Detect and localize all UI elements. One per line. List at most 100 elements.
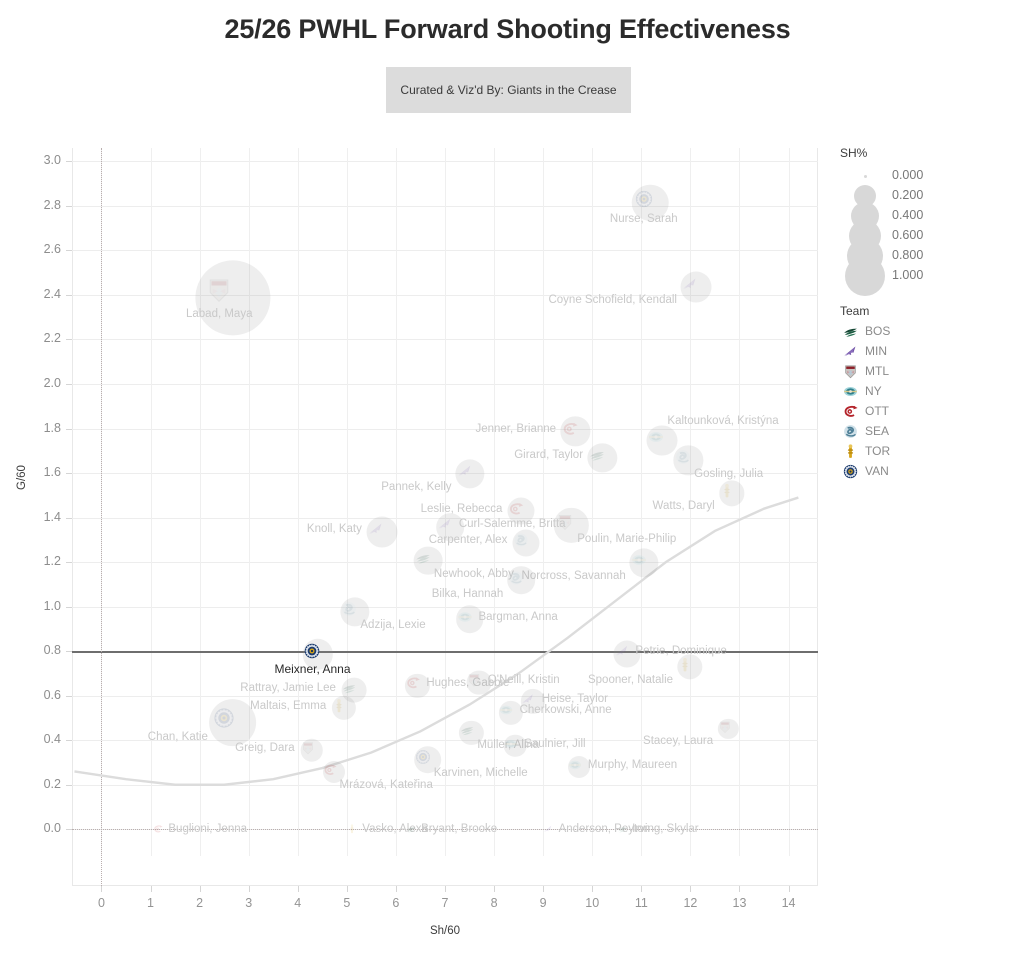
point-size-bubble (300, 738, 323, 762)
mtl-logo-icon (559, 515, 572, 530)
point-size-bubble (466, 670, 492, 695)
y-axis-tick-label: 2.6 (43, 242, 61, 257)
min-logo-icon (843, 346, 855, 356)
mtl-logo-icon (209, 279, 229, 303)
point-size-bubble (195, 260, 271, 336)
scatter-point[interactable] (414, 748, 432, 766)
point-size-bubble (512, 529, 540, 557)
scatter-point[interactable] (543, 824, 554, 835)
x-axis-tick-label: 4 (294, 896, 302, 910)
x-axis-title: Sh/60 (429, 925, 461, 937)
scatter-point[interactable] (616, 824, 627, 835)
min-logo-icon (683, 278, 696, 289)
scatter-point[interactable] (674, 448, 692, 466)
bos-logo-icon (590, 452, 604, 461)
scatter-point[interactable] (331, 697, 348, 714)
y-axis-tick-mark (66, 695, 72, 697)
scatter-point[interactable] (567, 757, 583, 773)
team-legend-item-ny[interactable]: NY (840, 381, 1012, 401)
ott-logo-icon (844, 405, 858, 417)
point-label: Bilka, Hannah (431, 587, 504, 600)
min-logo-icon (457, 465, 470, 476)
team-legend-item-sea[interactable]: SEA (840, 421, 1012, 441)
team-legend-item-van[interactable]: VAN (840, 461, 1012, 481)
scatter-point[interactable] (405, 675, 422, 692)
scatter-point[interactable] (340, 600, 358, 618)
point-label: Pannek, Kelly (381, 480, 452, 493)
y-axis-tick-mark (66, 517, 72, 519)
scatter-point[interactable] (555, 512, 575, 532)
scatter-point[interactable] (717, 719, 732, 734)
y-axis-tick-mark (66, 651, 72, 653)
bos-logo-icon (843, 328, 857, 337)
scatter-point[interactable] (436, 515, 454, 533)
scatter-point[interactable] (588, 446, 606, 464)
size-legend-item[interactable]: 1.000 (840, 256, 1012, 296)
team-legend-label: TOR (865, 444, 891, 458)
x-axis-tick-mark (739, 886, 741, 892)
tor-logo-icon (682, 657, 689, 671)
point-label: Anderson, Peyton (558, 823, 650, 836)
point-size-bubble (554, 508, 589, 543)
scatter-point[interactable] (414, 549, 432, 567)
scatter-point[interactable] (613, 642, 630, 659)
team-legend-item-mtl[interactable]: MTL (840, 361, 1012, 381)
x-gridline (199, 148, 201, 856)
point-label: Petrie, Dominique (635, 645, 727, 658)
scatter-point[interactable] (647, 428, 666, 447)
scatter-point[interactable] (630, 551, 648, 569)
scatter-point[interactable] (677, 656, 694, 673)
point-size-bubble (560, 416, 591, 447)
scatter-point[interactable] (303, 642, 322, 661)
y-axis-tick-label: 2.0 (43, 376, 61, 390)
y-axis-tick-mark (66, 562, 72, 564)
scatter-point[interactable] (520, 691, 537, 708)
team-legend-item-bos[interactable]: BOS (840, 321, 1012, 341)
scatter-point[interactable] (204, 275, 234, 305)
scatter-point[interactable] (507, 500, 524, 517)
sea-logo-icon (676, 450, 690, 465)
point-size-bubble (414, 745, 442, 774)
scatter-point[interactable] (367, 519, 386, 538)
scatter-point[interactable] (503, 736, 519, 752)
scatter-point[interactable] (633, 189, 654, 210)
team-legend-item-ott[interactable]: OTT (840, 401, 1012, 421)
size-legend-item[interactable]: 0.000 (840, 166, 1012, 186)
scatter-point[interactable] (719, 482, 736, 499)
point-size-bubble (507, 566, 535, 595)
scatter-point[interactable] (466, 672, 483, 689)
scatter-point[interactable] (456, 462, 474, 480)
point-size-bubble (436, 513, 464, 541)
scatter-point[interactable] (341, 680, 358, 697)
scatter-point[interactable] (300, 740, 316, 756)
size-legend: 0.000 0.200 0.400 0.600 0.800 1.000 (840, 166, 1012, 296)
scatter-point[interactable] (322, 762, 338, 778)
ott-logo-icon (510, 502, 524, 515)
min-logo-icon (438, 519, 451, 530)
point-label: Bryant, Brooke (421, 823, 498, 836)
x-gridline (641, 148, 643, 856)
bos-logo-icon (343, 685, 356, 694)
team-legend-label: OTT (865, 404, 889, 418)
y-axis-tick-label: 0.6 (43, 687, 61, 702)
scatter-point[interactable] (456, 608, 474, 626)
scatter-point[interactable] (405, 824, 416, 835)
scatter-point[interactable] (498, 702, 515, 719)
scatter-point[interactable] (212, 706, 236, 730)
scatter-point[interactable] (459, 722, 476, 739)
scatter-point[interactable] (152, 824, 163, 835)
scatter-point[interactable] (346, 824, 357, 835)
zero-line-vertical (101, 148, 103, 886)
size-legend-item[interactable]: 0.200 (840, 185, 1012, 207)
team-legend-item-tor[interactable]: TOR (840, 441, 1012, 461)
scatter-point[interactable] (512, 531, 529, 548)
y-axis-tick-mark (66, 250, 72, 252)
scatter-point[interactable] (507, 569, 525, 587)
x-axis-tick-mark (641, 886, 643, 892)
tor-logo-icon (336, 698, 342, 712)
scatter-point[interactable] (681, 274, 700, 293)
point-size-bubble (629, 548, 659, 578)
point-size-bubble (507, 497, 535, 525)
team-legend-item-min[interactable]: MIN (840, 341, 1012, 361)
scatter-point[interactable] (561, 419, 579, 437)
